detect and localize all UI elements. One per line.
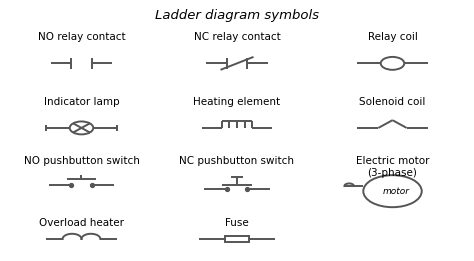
Text: Ladder diagram symbols: Ladder diagram symbols — [155, 9, 319, 22]
Text: Electric motor
(3-phase): Electric motor (3-phase) — [356, 156, 429, 178]
Text: Indicator lamp: Indicator lamp — [44, 97, 119, 107]
Text: NC pushbutton switch: NC pushbutton switch — [180, 156, 294, 166]
Text: motor: motor — [383, 187, 410, 196]
Text: NC relay contact: NC relay contact — [193, 32, 281, 42]
Text: NO pushbutton switch: NO pushbutton switch — [24, 156, 139, 166]
Text: Relay coil: Relay coil — [367, 32, 418, 42]
Text: Fuse: Fuse — [225, 218, 249, 228]
Bar — [225, 236, 249, 242]
Text: NO relay contact: NO relay contact — [38, 32, 125, 42]
Text: Overload heater: Overload heater — [39, 218, 124, 228]
Text: Heating element: Heating element — [193, 97, 281, 107]
Text: Solenoid coil: Solenoid coil — [359, 97, 426, 107]
